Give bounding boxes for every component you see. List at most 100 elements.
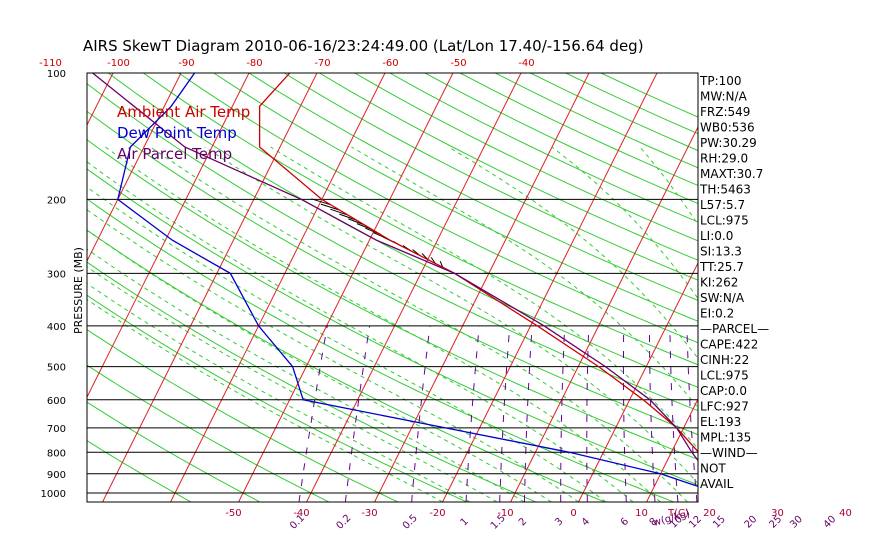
legend-entry: Ambient Air Temp (117, 103, 250, 121)
stat-entry: LI:0.0 (700, 229, 733, 243)
bottom-temp-tick-label: -10 (497, 508, 513, 519)
bottom-temp-tick-label: 20 (703, 508, 716, 519)
legend-entry: Air Parcel Temp (117, 145, 232, 163)
legend-entry: Dew Point Temp (117, 124, 237, 142)
stat-entry: EL:193 (700, 415, 741, 429)
top-temp-tick-label: -100 (107, 58, 130, 69)
stat-entry: —WIND— (700, 446, 758, 460)
mixing-ratio-line (298, 325, 328, 502)
mixing-ratio-line (686, 325, 698, 502)
top-temp-tick-labels: -120-110-100-90-80-70-60-50-40 (39, 58, 535, 69)
isotherm (374, 73, 590, 502)
cape-hatch (330, 208, 349, 216)
mixing-ratio-tick-label: 4 (580, 516, 592, 528)
isotherm (442, 73, 658, 502)
profiles (92, 73, 698, 487)
legend: Ambient Air Temp Dew Point Temp Air Parcel… (117, 103, 250, 163)
mixing-ratio-line (648, 325, 656, 502)
dry-adiabat (494, 73, 698, 169)
bottom-temp-tick-label: 30 (771, 508, 784, 519)
mixing-ratio-tick-label: 20 (743, 514, 760, 531)
mixing-ratio-tick-label: 0.2 (335, 513, 354, 532)
moist-adiabat (204, 146, 698, 485)
top-temp-tick-label: -110 (39, 58, 62, 69)
stat-entry: L57:5.7 (700, 198, 745, 212)
isotherm (238, 73, 454, 502)
mixing-ratio-tick-label: 0.5 (401, 513, 420, 532)
dry-adiabat (87, 440, 192, 502)
mixing-ratio-tick-label: 30 (788, 514, 805, 531)
moist-adiabat (87, 209, 579, 502)
pressure-tick-label: 500 (47, 363, 66, 374)
dry-adiabat (87, 198, 674, 502)
chart-title: AIRS SkewT Diagram 2010-06-16/23:24:49.0… (83, 37, 644, 55)
bottom-temp-tick-labels: -50 -40 -30 -20 -10 0 10 20 30 40 (225, 508, 852, 519)
y-axis-label: PRESSURE (MB) (72, 247, 85, 334)
pressure-tick-label: 800 (47, 448, 66, 459)
dry-adiabat (318, 73, 698, 261)
top-temp-tick-label: -60 (382, 58, 398, 69)
dry-adiabat (388, 73, 698, 223)
mixing-ratio-line (524, 325, 533, 502)
mixing-ratio-line (669, 325, 679, 502)
bottom-temp-tick-label: -30 (361, 508, 377, 519)
dry-adiabat (87, 139, 698, 460)
dry-adiabat (283, 73, 698, 281)
top-temp-tick-label: -50 (450, 58, 466, 69)
isotherm (306, 73, 522, 502)
dry-adiabat (142, 73, 698, 366)
dry-adiabat (87, 110, 698, 436)
pressure-tick-label: 300 (47, 269, 66, 280)
mixing-ratio-line (344, 325, 371, 502)
mixing-ratio-line (560, 325, 566, 502)
bottom-temp-tick-label: 40 (839, 508, 852, 519)
bottom-temp-tick-label: -40 (293, 508, 309, 519)
mixing-ratio-line (758, 326, 777, 502)
series-line (258, 73, 698, 453)
stat-entry: CAP:0.0 (700, 384, 747, 398)
top-temp-tick-label: -90 (178, 58, 194, 69)
stat-entry: CAPE:422 (700, 338, 758, 352)
isotherm (783, 54, 870, 502)
dry-adiabat (248, 73, 698, 301)
stat-entry: MW:N/A (700, 90, 748, 104)
stat-entry: PW:30.29 (700, 136, 757, 150)
isotherm (578, 261, 698, 502)
pressure-tick-label: 400 (47, 322, 66, 333)
pressure-tick-label: 1000 (41, 489, 66, 500)
stat-entry: SI:13.3 (700, 245, 742, 259)
dry-adiabat (353, 73, 698, 242)
isotherm (510, 125, 698, 502)
series-line (117, 73, 698, 487)
moist-adiabat (87, 282, 471, 502)
stat-entry: TH:5463 (699, 183, 751, 197)
top-temp-tick-label: -80 (246, 58, 262, 69)
isotherm (851, 54, 870, 502)
isotherm (102, 73, 318, 502)
mixing-ratio-tick-label: 2 (517, 516, 529, 528)
stat-entry: SW:N/A (700, 291, 745, 305)
stat-entry: RH:29.0 (700, 152, 748, 166)
stat-entry: LCL:975 (700, 369, 749, 383)
pressure-tick-label: 700 (47, 424, 66, 435)
series-line (92, 73, 698, 462)
mixing-ratio-line (586, 325, 590, 502)
dry-adiabat (87, 168, 698, 486)
cape-hatch (439, 261, 444, 268)
isotherm (87, 73, 182, 263)
pressure-tick-label: 900 (47, 470, 66, 481)
mixing-ratio-line (622, 325, 627, 502)
stat-entry: TP:100 (699, 74, 742, 88)
mixing-ratio-tick-label: 40 (822, 514, 839, 531)
top-temp-tick-label: -40 (518, 58, 534, 69)
stat-entry: MPL:135 (700, 431, 751, 445)
moist-adiabat (105, 146, 661, 502)
stat-entry: KI:262 (700, 276, 738, 290)
moist-adiabat (551, 146, 698, 300)
pressure-tick-label: 100 (47, 69, 66, 80)
stat-entry: —PARCEL— (700, 322, 769, 336)
pressure-tick-label: 600 (47, 396, 66, 407)
stat-entry: EI:0.2 (700, 307, 734, 321)
mixing-ratio-line (806, 326, 831, 502)
